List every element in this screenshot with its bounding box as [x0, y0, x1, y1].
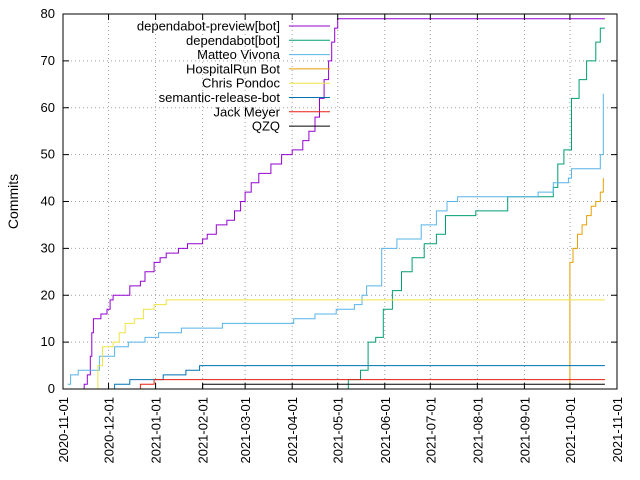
- legend-label-chris-pondoc: Chris Pondoc: [202, 76, 281, 91]
- x-tick-label: 2021-01-01: [149, 397, 164, 464]
- x-tick-label: 2021-05-01: [331, 397, 346, 464]
- y-tick-label: 60: [41, 100, 55, 115]
- legend-label-semantic-release-bot: semantic-release-bot: [159, 90, 281, 105]
- y-tick-label: 80: [41, 6, 55, 21]
- x-tick-label: 2021-06-01: [378, 397, 393, 464]
- series-line-qzq: [201, 383, 605, 390]
- series-line-matteo-vivona: [67, 93, 604, 385]
- y-tick-label: 20: [41, 287, 55, 302]
- x-tick-label: 2021-09-01: [517, 397, 532, 464]
- x-tick-label: 2021-02-01: [196, 397, 211, 464]
- chart-series-lines: [67, 18, 605, 390]
- series-line-chris-pondoc: [94, 299, 605, 390]
- legend-label-hospitalrun-bot: HospitalRun Bot: [186, 61, 280, 76]
- chart-grid: [63, 14, 617, 389]
- x-tick-label: 2021-04-01: [285, 397, 300, 464]
- x-tick-label: 2021-11-01: [610, 397, 625, 463]
- chart-legend: dependabot-preview[bot]dependabot[bot]Ma…: [137, 19, 330, 134]
- y-tick-label: 30: [41, 240, 55, 255]
- chart-ticks: 0 10 20 30 40 50 60 70 80 2020-11-01 2020-12-01 202…: [41, 6, 625, 464]
- x-tick-label: 2021-08-01: [470, 397, 485, 464]
- legend-label-matteo-vivona: Matteo Vivona: [197, 47, 281, 62]
- y-tick-label: 10: [41, 334, 55, 349]
- series-line-semantic-release-bot: [88, 365, 605, 390]
- x-tick-label: 2021-03-01: [238, 397, 253, 464]
- x-tick-label: 2021-10-01: [563, 397, 578, 464]
- x-tick-label: 2021-07-01: [423, 397, 438, 464]
- legend-label-dependabot-preview-bot: dependabot-preview[bot]: [137, 19, 280, 34]
- series-line-dependabot-bot: [334, 27, 605, 390]
- series-line-dependabot-preview-bot: [79, 18, 605, 390]
- y-tick-label: 40: [41, 194, 55, 209]
- x-tick-label: 2020-12-01: [102, 397, 117, 464]
- x-tick-label: 2020-11-01: [56, 397, 71, 463]
- y-tick-label: 0: [48, 381, 55, 396]
- plot-frame: [62, 13, 618, 390]
- legend-label-qzq: QZQ: [252, 119, 280, 134]
- y-tick-label: 50: [41, 147, 55, 162]
- y-axis-label: Commits: [5, 174, 21, 229]
- legend-label-jack-meyer: Jack Meyer: [214, 104, 281, 119]
- series-line-hospitalrun-bot: [568, 178, 604, 390]
- legend-label-dependabot-bot: dependabot[bot]: [186, 33, 280, 48]
- y-tick-label: 70: [41, 53, 55, 68]
